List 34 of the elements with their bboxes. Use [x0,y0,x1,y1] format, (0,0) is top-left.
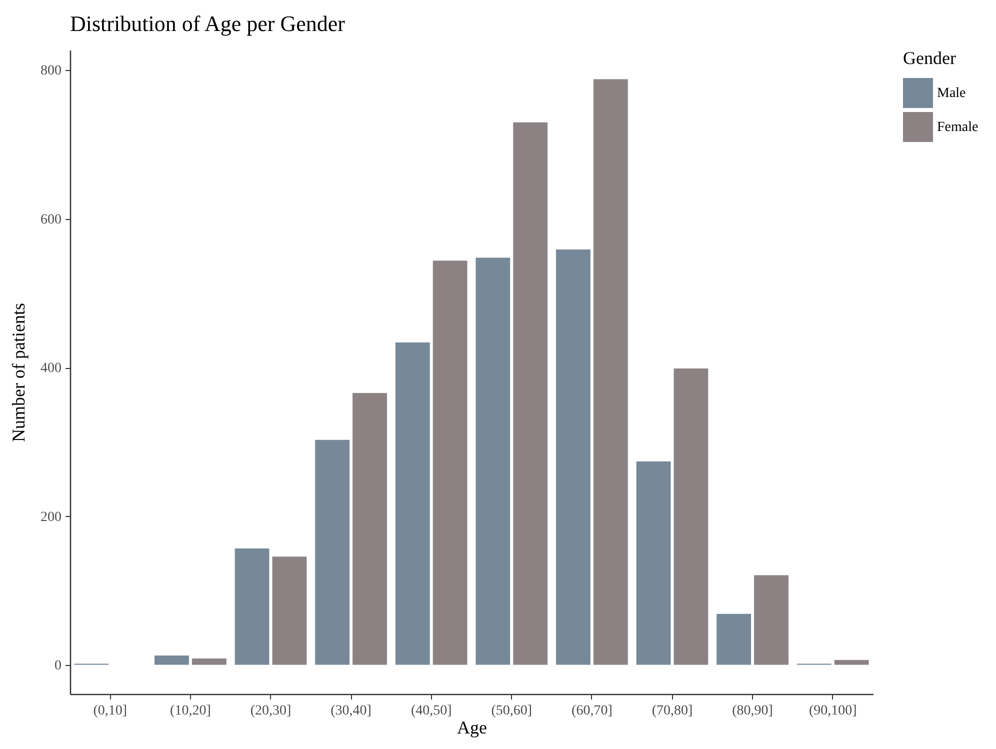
x-axis-title: Age [457,718,487,738]
legend-title: Gender [903,48,956,68]
y-axis-title: Number of patients [8,303,28,442]
bar [314,439,350,666]
y-tick-label: 800 [40,64,62,79]
legend-label: Male [937,86,966,101]
bar [432,260,468,666]
x-tick-label: (80,90] [732,704,773,718]
bar [834,660,870,666]
x-tick-label: (60,70] [572,704,612,718]
x-tick-label: (50,60] [491,704,532,718]
y-tick-label: 0 [54,658,62,674]
bar [154,655,190,666]
y-tick-label: 600 [40,212,62,228]
bar [716,613,752,666]
y-tick-label: 200 [40,510,62,525]
bar [475,257,511,666]
bar [395,342,430,666]
bar [352,392,388,666]
x-tick-label: (0,10] [93,704,128,718]
bar [754,574,789,666]
x-tick-label: (20,30] [250,704,292,718]
x-tick-label: (10,20] [170,704,211,718]
bar [556,249,591,666]
bar [192,658,227,666]
legend-label: Female [937,120,978,135]
bar [593,78,628,666]
x-tick-label: (90,100] [808,704,857,718]
y-tick-label: 400 [40,361,62,376]
bar [512,122,548,666]
x-tick-label: (40,50] [410,704,452,718]
chart-title: Distribution of Age per Gender [70,11,346,36]
x-tick-label: (70,80] [652,704,693,718]
x-tick-label: (30,40] [330,704,372,718]
